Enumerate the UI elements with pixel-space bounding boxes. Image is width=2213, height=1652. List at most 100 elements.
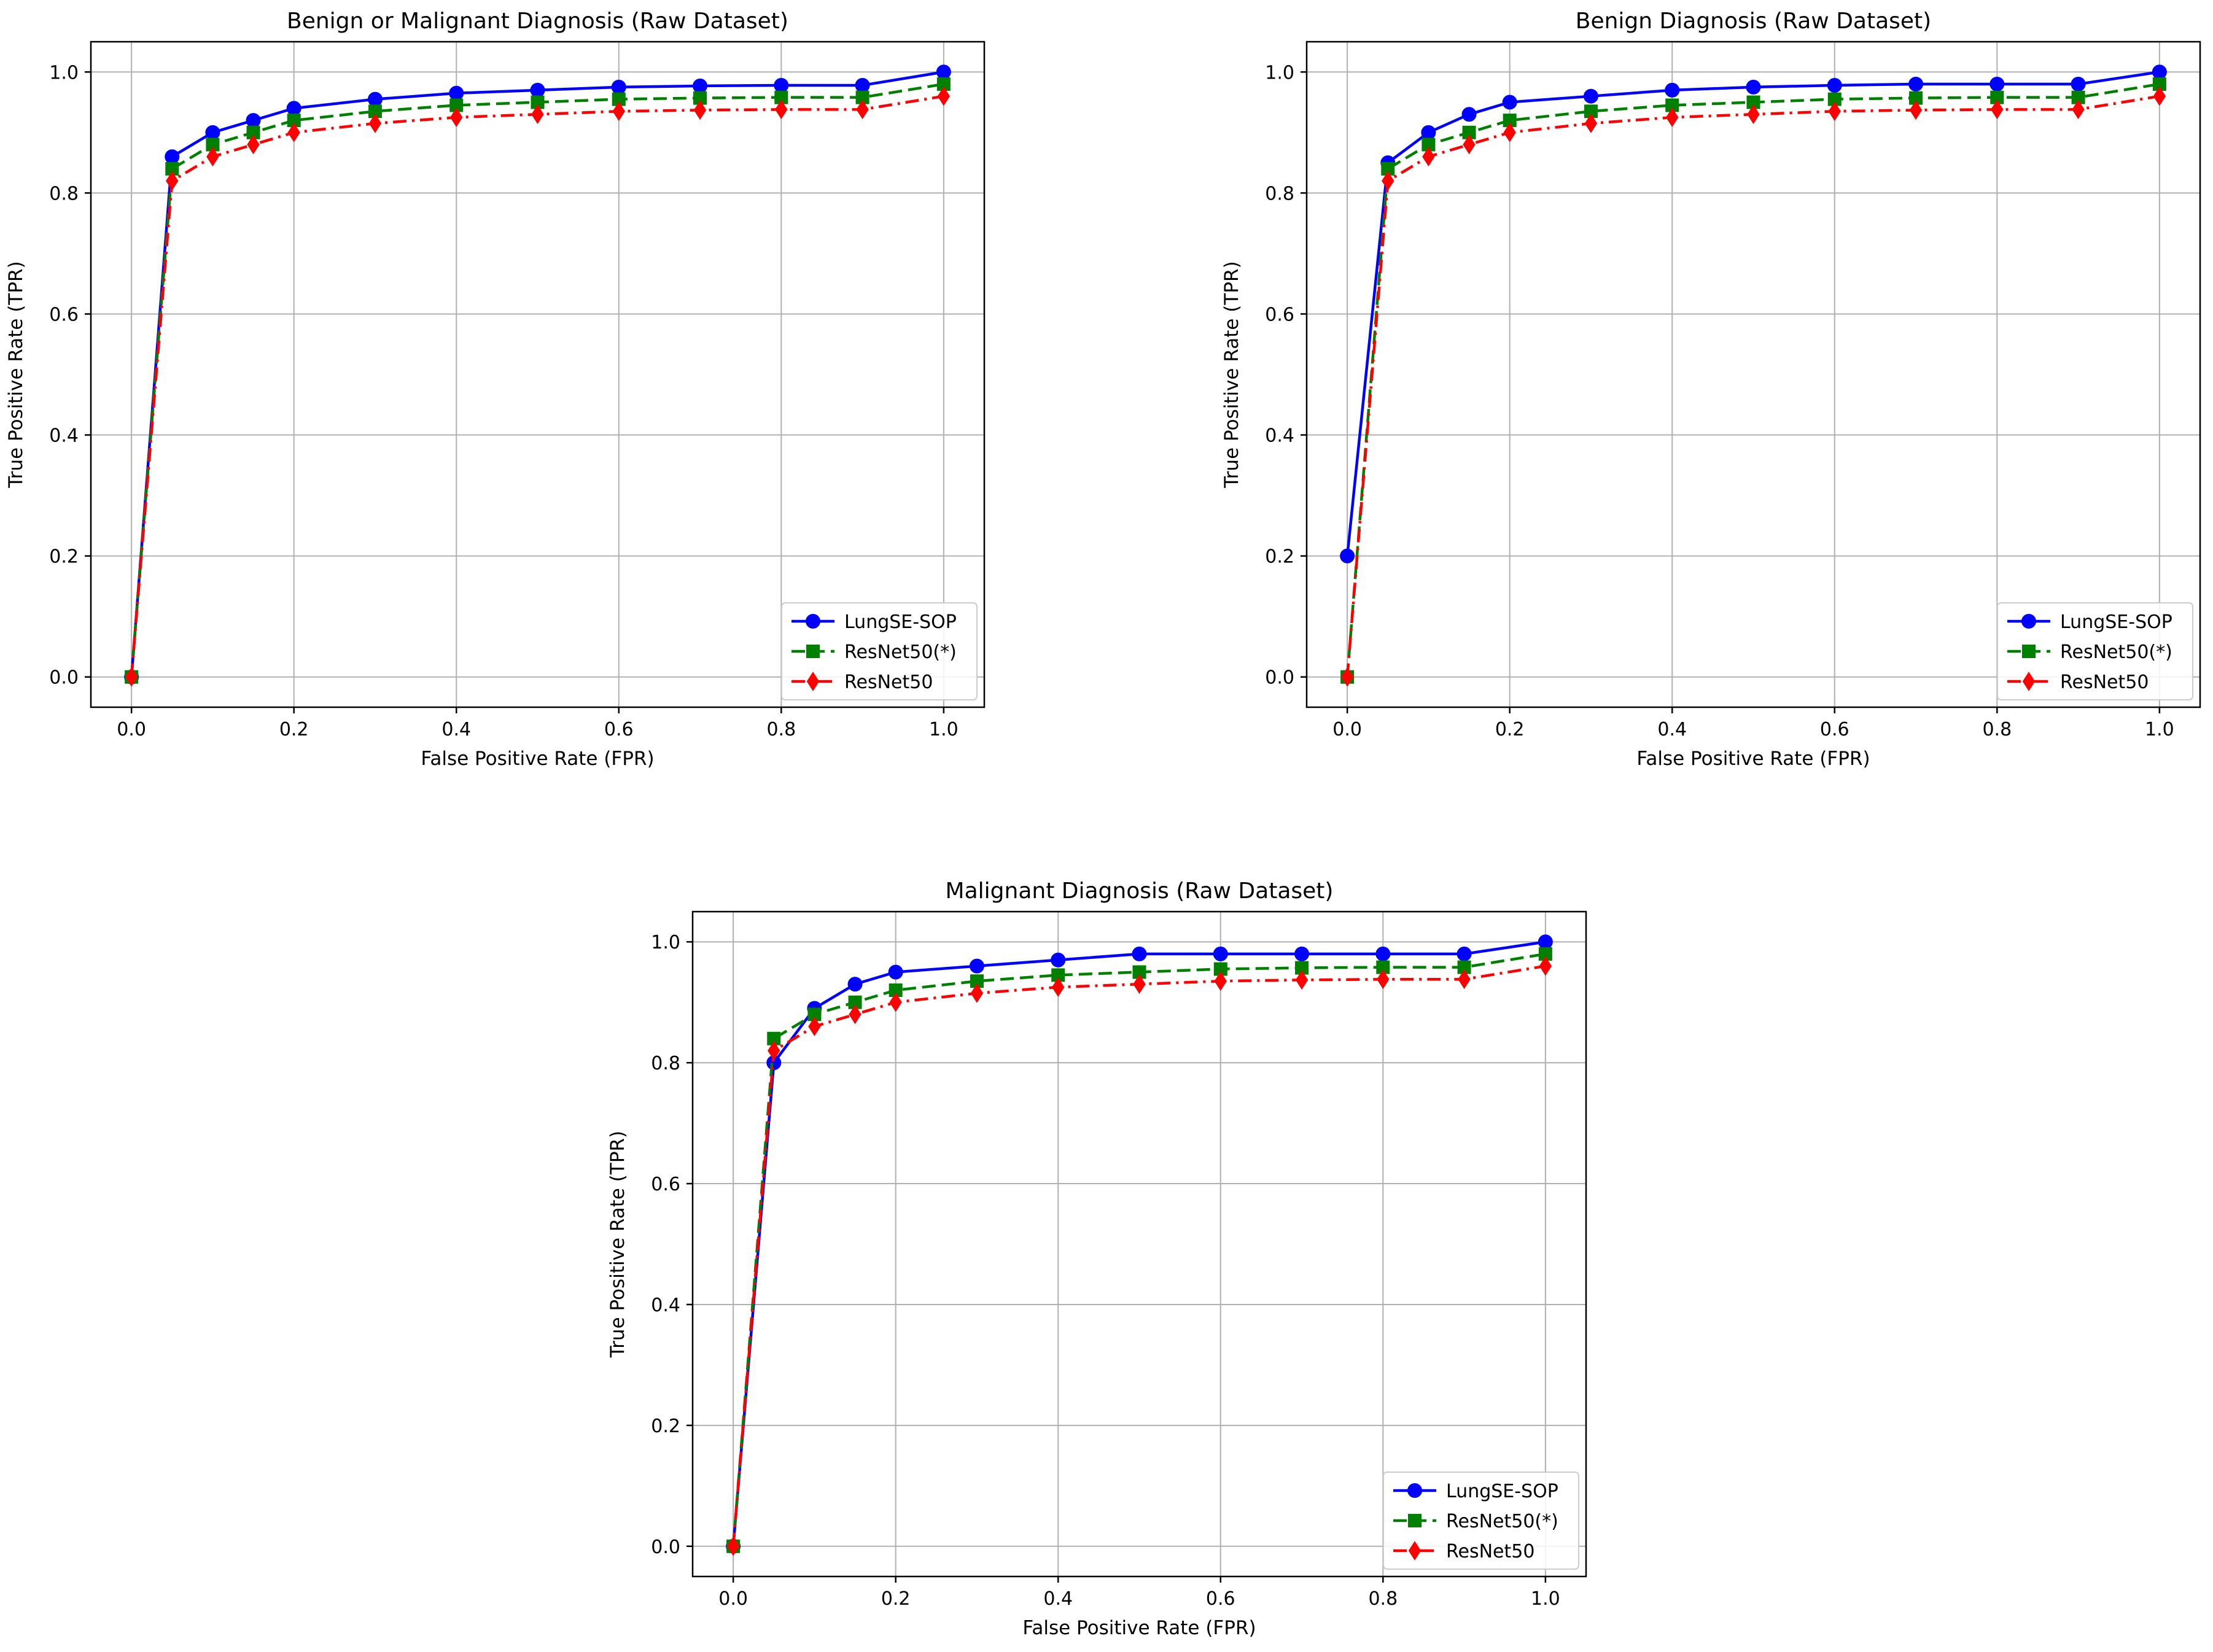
chart-3-x-tick-label: 0.0 <box>718 1588 748 1610</box>
chart-1-point-0-11 <box>855 77 870 93</box>
chart-3-point-2-12 <box>1539 956 1552 976</box>
chart-3-point-2-8 <box>1214 971 1227 991</box>
chart-2-point-2-10 <box>1991 99 2004 120</box>
chart-1-point-0-7 <box>530 82 545 98</box>
chart-3-point-0-3 <box>847 977 863 992</box>
chart-1-legend-label: ResNet50(*) <box>844 642 957 663</box>
chart-2-point-2-6 <box>1666 107 1679 128</box>
chart-1-axes-frame <box>90 41 986 708</box>
chart-3-x-axis-label: False Positive Rate (FPR) <box>1022 1617 1256 1639</box>
chart-1-series-resnet50- <box>125 77 951 684</box>
chart-2: 0.0 0.2 0.4 0.6 0.8 1.0 0.0 0.2 0.4 0.6 0.8 1.0 Beni… <box>1221 9 2201 770</box>
chart-2-legend-box <box>1997 602 2193 700</box>
chart-1-point-2-4 <box>287 122 300 142</box>
chart-3-point-2-3 <box>849 1004 861 1025</box>
chart-3-legend-label: ResNet50(*) <box>1446 1511 1558 1532</box>
chart-2-point-2-0 <box>1340 667 1354 687</box>
chart-2-point-2-9 <box>1909 100 1923 120</box>
chart-2-x-tick-label: 0.2 <box>1495 719 1525 740</box>
chart-1-point-0-6 <box>449 85 464 101</box>
chart-1-point-2-2 <box>206 147 219 167</box>
chart-2-legend: LungSE-SOP ResNet50(*) ResNet50 <box>1997 602 2193 700</box>
chart-3-legend-label: ResNet50 <box>1446 1541 1534 1562</box>
chart-3-point-2-4 <box>889 992 902 1012</box>
chart-2-y-tick-label: 0.4 <box>1265 425 1294 447</box>
chart-3-point-0-9 <box>1294 946 1310 961</box>
chart-2-point-0-10 <box>1989 76 2005 91</box>
chart-1-point-2-7 <box>531 104 544 125</box>
chart-1-point-2-8 <box>612 101 625 122</box>
chart-1-point-0-1 <box>165 149 180 165</box>
chart-1-point-2-10 <box>775 99 788 120</box>
chart-1-x-tick-label: 0.4 <box>441 719 471 740</box>
chart-3-x-tick-label: 0.4 <box>1043 1588 1073 1610</box>
chart-1-point-0-4 <box>286 101 301 116</box>
chart-3-point-2-2 <box>808 1017 821 1036</box>
chart-2-legend-label: LungSE-SOP <box>2060 611 2172 633</box>
chart-3-point-2-0 <box>726 1536 740 1556</box>
chart-2-point-0-3 <box>1461 107 1477 122</box>
chart-3-y-tick-label: 0.2 <box>651 1416 680 1437</box>
chart-2-point-0-4 <box>1502 95 1517 110</box>
chart-3-point-2-9 <box>1295 970 1309 990</box>
chart-2-point-2-1 <box>1382 171 1394 191</box>
chart-3-point-2-7 <box>1133 974 1146 994</box>
chart-2-point-2-12 <box>2153 86 2166 106</box>
chart-1-x-axis-label: False Positive Rate (FPR) <box>421 748 654 770</box>
chart-2-x-axis-label: False Positive Rate (FPR) <box>1636 748 1870 770</box>
chart-3-point-0-11 <box>1457 946 1472 961</box>
chart-1-point-0-3 <box>246 113 261 128</box>
chart-1-y-tick-label: 1.0 <box>49 62 79 83</box>
chart-1-point-2-11 <box>856 99 869 120</box>
chart-3-point-0-7 <box>1132 946 1147 961</box>
chart-2-y-tick-label: 1.0 <box>1265 62 1294 83</box>
chart-3-x-tick-label: 0.8 <box>1368 1588 1398 1610</box>
chart-3-point-2-6 <box>1052 977 1065 997</box>
chart-3-point-2-5 <box>970 983 984 1003</box>
chart-3-point-2-11 <box>1458 969 1471 990</box>
chart-2-point-2-2 <box>1422 147 1435 167</box>
chart-3-x-tick-label: 0.2 <box>881 1588 911 1610</box>
chart-1-legend-box <box>781 602 978 700</box>
chart-3-title: Malignant Diagnosis (Raw Dataset) <box>946 878 1334 904</box>
chart-1-legend-label: LungSE-SOP <box>844 611 957 633</box>
chart-2-legend-marker-0 <box>2021 614 2036 629</box>
chart-2-point-0-5 <box>1583 88 1598 104</box>
chart-2-x-tick-label: 0.0 <box>1332 719 1362 740</box>
chart-2-y-tick-label: 0.6 <box>1265 304 1294 325</box>
chart-3-x-tick-label: 0.6 <box>1206 1588 1235 1610</box>
chart-2-point-2-7 <box>1747 104 1760 125</box>
chart-3-y-tick-label: 0.6 <box>651 1174 680 1195</box>
chart-2-series-resnet50 <box>1340 86 2166 687</box>
chart-1-title: Benign or Malignant Diagnosis (Raw Datas… <box>287 9 788 34</box>
chart-2-y-axis-label: True Positive Rate (TPR) <box>1221 261 1243 488</box>
chart-3-point-0-8 <box>1213 946 1228 961</box>
chart-1-y-tick-label: 0.0 <box>49 667 79 689</box>
chart-1-x-tick-label: 0.8 <box>766 719 796 740</box>
chart-2-legend-marker-1 <box>2022 645 2036 658</box>
chart-3-legend-marker-2 <box>1408 1541 1422 1561</box>
chart-2-point-0-11 <box>2071 76 2086 91</box>
chart-1-point-0-10 <box>774 77 789 93</box>
chart-1-y-tick-label: 0.4 <box>49 425 79 447</box>
chart-3-point-2-10 <box>1377 969 1390 990</box>
chart-2-series-lungse-sop <box>1340 64 2167 564</box>
chart-2-point-2-8 <box>1828 101 1841 122</box>
chart-3-y-tick-label: 0.8 <box>651 1053 680 1074</box>
chart-3-point-0-6 <box>1051 952 1066 968</box>
chart-1-point-2-5 <box>368 114 382 133</box>
chart-2-point-0-2 <box>1421 125 1436 140</box>
chart-2-point-0-8 <box>1827 77 1842 93</box>
chart-3-y-tick-label: 0.4 <box>651 1295 680 1316</box>
chart-1-x-tick-label: 1.0 <box>929 719 959 740</box>
chart-1-series-resnet50 <box>125 86 951 687</box>
chart-1-point-2-1 <box>166 171 179 191</box>
chart-1-point-0-9 <box>693 78 708 93</box>
chart-2-y-tick-label: 0.8 <box>1265 183 1294 204</box>
chart-2-x-tick-label: 0.8 <box>1982 719 2012 740</box>
chart-1: 0.0 0.2 0.4 0.6 0.8 1.0 0.0 0.2 0.4 0.6 0.8 1.0 Beni… <box>5 9 986 770</box>
chart-3-point-0-4 <box>888 964 903 980</box>
chart-2-point-2-11 <box>2072 99 2085 120</box>
chart-2-point-2-4 <box>1503 122 1516 142</box>
